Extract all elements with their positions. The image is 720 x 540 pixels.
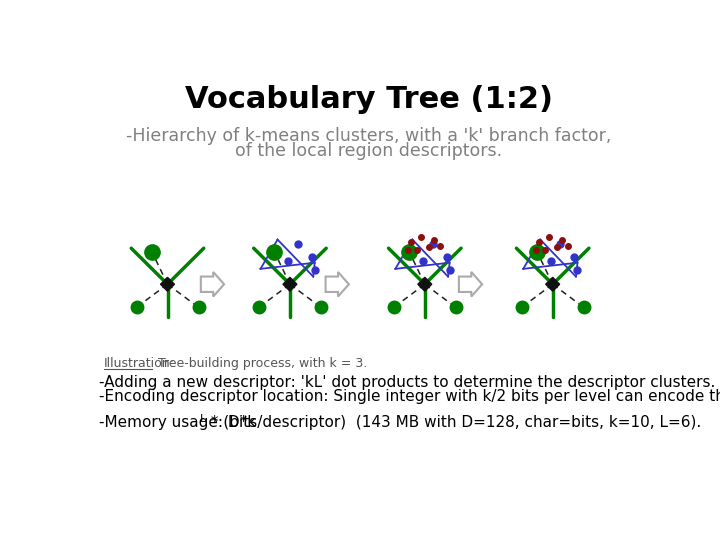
Text: -Adding a new descriptor: 'kL' dot products to determine the descriptor clusters: -Adding a new descriptor: 'kL' dot produ…: [99, 375, 716, 390]
Polygon shape: [283, 278, 297, 291]
Text: * (bits/descriptor)  (143 MB with D=128, char=bits, k=10, L=6).: * (bits/descriptor) (143 MB with D=128, …: [206, 415, 701, 430]
Polygon shape: [418, 278, 432, 291]
Text: L: L: [200, 414, 207, 424]
Text: -Encoding descriptor location: Single integer with k/2 bits per level can encode: -Encoding descriptor location: Single in…: [99, 389, 720, 404]
Text: Illustration:: Illustration:: [104, 357, 175, 370]
Text: of the local region descriptors.: of the local region descriptors.: [235, 142, 503, 160]
Polygon shape: [546, 278, 559, 291]
Text: -Memory usage: D*k: -Memory usage: D*k: [99, 415, 256, 430]
Text: Vocabulary Tree (1:2): Vocabulary Tree (1:2): [185, 85, 553, 114]
Text: -Hierarchy of k-means clusters, with a 'k' branch factor,: -Hierarchy of k-means clusters, with a '…: [126, 127, 612, 145]
Text: Tree-building process, with k = 3.: Tree-building process, with k = 3.: [154, 357, 368, 370]
Polygon shape: [161, 278, 174, 291]
